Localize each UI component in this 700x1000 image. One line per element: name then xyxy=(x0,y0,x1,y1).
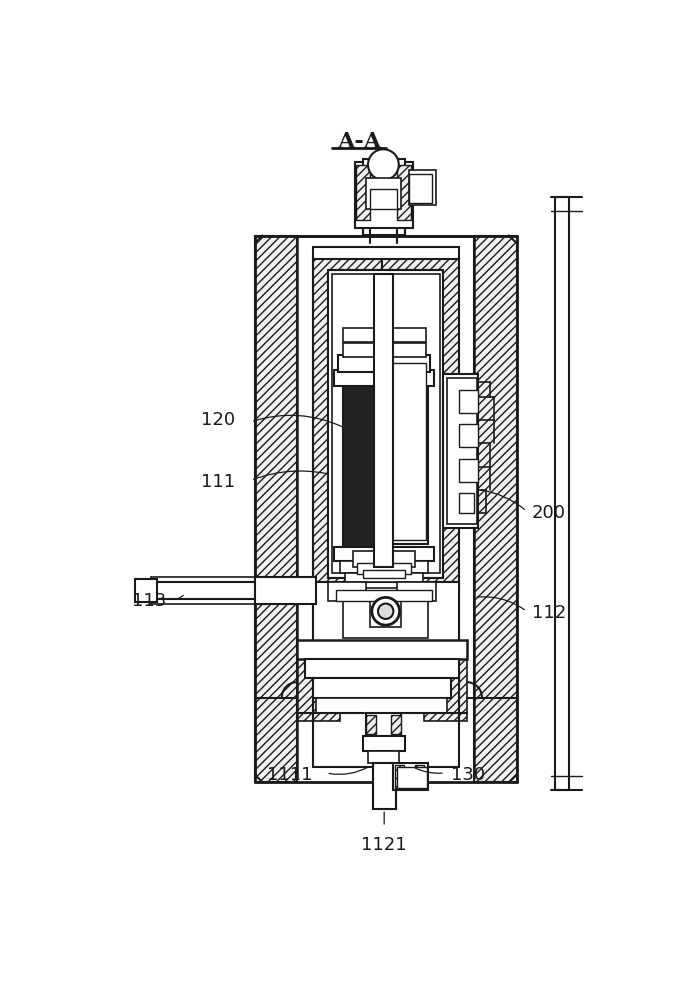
Bar xyxy=(332,274,440,573)
Text: 120: 120 xyxy=(202,411,235,429)
Bar xyxy=(312,678,451,698)
Bar xyxy=(459,389,478,413)
Bar xyxy=(255,235,298,782)
Bar xyxy=(363,736,405,751)
Bar xyxy=(409,170,435,205)
Bar xyxy=(395,765,404,788)
Bar xyxy=(338,355,430,372)
Bar xyxy=(344,328,426,342)
Bar xyxy=(345,573,424,582)
Bar xyxy=(444,374,478,528)
Text: 130: 130 xyxy=(452,766,485,784)
Bar xyxy=(344,382,374,559)
Bar xyxy=(393,763,428,790)
Bar xyxy=(367,178,401,209)
Bar xyxy=(328,270,444,578)
Text: 200: 200 xyxy=(532,504,566,522)
Bar xyxy=(340,561,428,573)
Text: 111: 111 xyxy=(202,473,235,491)
Bar xyxy=(424,644,466,721)
Bar xyxy=(459,424,478,447)
Bar xyxy=(368,751,399,763)
Bar xyxy=(372,763,396,809)
Text: 112: 112 xyxy=(532,604,566,622)
Bar xyxy=(312,259,382,590)
Text: 1111: 1111 xyxy=(267,766,312,784)
Bar xyxy=(255,577,316,604)
Bar xyxy=(328,582,367,601)
Bar xyxy=(367,715,376,734)
Bar xyxy=(555,197,569,790)
Bar xyxy=(374,274,393,567)
Bar xyxy=(363,158,405,170)
Bar xyxy=(344,343,426,357)
Bar xyxy=(459,493,475,513)
Circle shape xyxy=(372,597,400,625)
Bar xyxy=(398,582,435,601)
Bar xyxy=(363,174,405,235)
Bar xyxy=(357,563,411,574)
Bar xyxy=(334,547,434,561)
Text: 113: 113 xyxy=(132,592,167,610)
Bar xyxy=(398,767,426,788)
Bar xyxy=(415,765,424,788)
Bar xyxy=(297,640,466,659)
Bar xyxy=(398,165,411,220)
Circle shape xyxy=(368,149,399,180)
Bar xyxy=(151,582,258,599)
Bar xyxy=(312,582,459,644)
Text: A-A: A-A xyxy=(337,131,381,153)
Bar xyxy=(151,577,258,604)
Bar xyxy=(363,570,405,578)
Bar xyxy=(382,259,459,590)
Bar xyxy=(355,162,413,228)
Bar xyxy=(312,597,459,644)
Bar xyxy=(370,189,398,209)
Bar xyxy=(367,713,401,736)
Bar xyxy=(391,715,401,734)
Bar xyxy=(135,579,157,602)
Bar xyxy=(305,659,459,678)
Bar xyxy=(409,174,432,203)
Bar xyxy=(475,235,517,782)
Bar xyxy=(459,459,478,482)
Bar xyxy=(447,378,477,524)
Bar xyxy=(334,370,434,386)
Bar xyxy=(356,165,370,220)
Bar xyxy=(370,597,401,627)
Text: 1121: 1121 xyxy=(361,836,407,854)
Circle shape xyxy=(378,604,393,619)
Bar xyxy=(297,644,340,721)
Bar xyxy=(316,698,447,713)
Bar xyxy=(354,551,415,567)
Bar xyxy=(344,588,428,638)
Bar xyxy=(336,590,432,601)
Bar xyxy=(386,359,428,544)
Bar xyxy=(388,363,426,540)
